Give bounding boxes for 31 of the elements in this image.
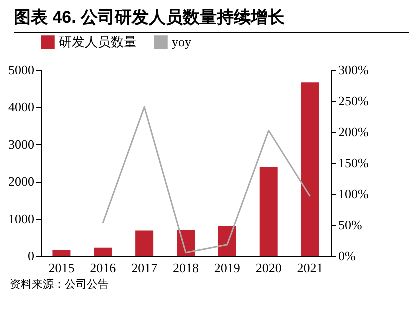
legend-label: yoy bbox=[172, 34, 192, 50]
y-tick-label: 1000 bbox=[8, 211, 34, 226]
bar bbox=[52, 250, 71, 256]
y-tick-label: 2000 bbox=[8, 174, 34, 190]
x-tick-label: 2020 bbox=[256, 260, 282, 276]
x-tick-label: 2021 bbox=[297, 260, 324, 276]
bar bbox=[260, 167, 278, 256]
y2-tick-label: 300% bbox=[338, 62, 369, 78]
y2-tick-label: 0% bbox=[338, 248, 356, 264]
x-tick-label: 2015 bbox=[48, 260, 75, 276]
text: 资料来源：公司公告 bbox=[10, 278, 110, 292]
bar bbox=[136, 230, 154, 256]
y2-tick-label: 50% bbox=[338, 218, 362, 232]
y2-tick-label: 250% bbox=[338, 94, 369, 108]
y-tick-label: 4000 bbox=[8, 100, 34, 115]
legend-label: 研发人员数量 bbox=[59, 34, 137, 50]
y2-tick-label: 100% bbox=[338, 186, 369, 202]
y-tick-label: 0 bbox=[28, 248, 34, 264]
x-tick-label: 2019 bbox=[214, 260, 240, 276]
y-tick-label: 3000 bbox=[8, 136, 34, 152]
bar bbox=[94, 248, 112, 256]
line-series bbox=[102, 106, 312, 254]
y2-tick-label: 200% bbox=[338, 124, 369, 140]
x-tick-label: 2016 bbox=[90, 260, 117, 276]
chart-title: 图表 46. 公司研发人员数量持续增长 bbox=[14, 6, 409, 33]
x-tick-label: 2018 bbox=[173, 260, 199, 276]
y2-tick-label: 150% bbox=[338, 156, 369, 170]
y-tick-label: 5000 bbox=[8, 62, 34, 78]
bar bbox=[301, 82, 320, 256]
x-tick-label: 2017 bbox=[132, 260, 158, 276]
bar bbox=[218, 226, 236, 256]
